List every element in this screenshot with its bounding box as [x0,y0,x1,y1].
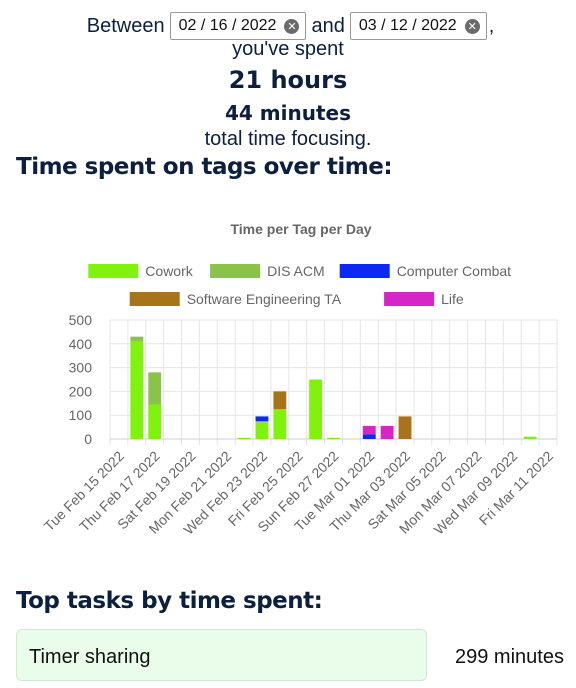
tags-over-time-heading: Time spent on tags over time: [16,154,393,180]
chart-title: Time per Tag per Day [230,221,371,237]
total-hours: 21 hours [228,66,348,94]
total-label: total time focusing. [204,128,372,150]
start-date-value[interactable]: 02 / 16 / 2022 [178,17,277,34]
y-tick-label: 400 [69,336,93,352]
legend-label: Computer Combat [397,263,511,279]
time-per-tag-chart: Time per Tag per Day Cowork DIS ACM Compute… [41,221,558,538]
end-date-value[interactable]: 03 / 12 / 2022 [358,17,457,34]
bar-segment [380,425,394,439]
bar-segment [237,437,251,439]
bar-segment [362,425,376,435]
total-minutes: 44 minutes [225,101,351,125]
clear-start-date-icon[interactable]: ✕ [284,18,300,34]
clear-end-date-icon[interactable]: ✕ [464,18,480,34]
y-tick-label: 200 [69,383,93,399]
bar-segment [255,422,269,439]
bar-segment [398,416,412,439]
start-date-input[interactable]: 02 / 16 / 2022 ✕ [169,12,307,40]
bar-segment [130,341,144,439]
and-label: and [311,14,345,37]
bar-segment [523,436,537,439]
legend-label: Cowork [145,263,193,279]
legend-label: Life [441,291,464,307]
bar-segment [148,404,162,439]
bar-segment [309,379,323,439]
y-tick-label: 0 [84,431,92,447]
bar-segment [327,437,340,439]
legend-label: DIS ACM [267,263,325,279]
spent-label: you've spent [232,38,344,60]
bar-segment [148,372,162,405]
task-minutes: 299 minutes [455,646,564,668]
legend-swatch [129,292,180,306]
between-label: Between [86,14,165,37]
bar-segment [255,416,269,422]
legend-swatch [384,292,435,306]
comma: , [488,14,495,37]
legend-swatch [88,264,139,278]
bar-segment [273,409,287,439]
legend-swatch [339,264,390,278]
end-date-input[interactable]: 03 / 12 / 2022 ✕ [349,12,487,40]
top-tasks-heading: Top tasks by time spent: [16,588,323,614]
bar-segment [130,336,144,342]
legend-label: Software Engineering TA [187,291,342,307]
y-tick-label: 500 [69,312,93,328]
date-range-row: Between 02 / 16 / 2022 ✕ and 03 / 12 / 2… [0,12,576,40]
y-tick-label: 100 [69,407,93,423]
task-item[interactable]: Timer sharing [16,629,427,681]
y-tick-label: 300 [69,360,93,376]
bar-segment [255,421,269,423]
task-name: Timer sharing [29,646,151,668]
legend-swatch [210,264,261,278]
bar-segment [273,391,287,410]
bar-segment [362,434,376,439]
